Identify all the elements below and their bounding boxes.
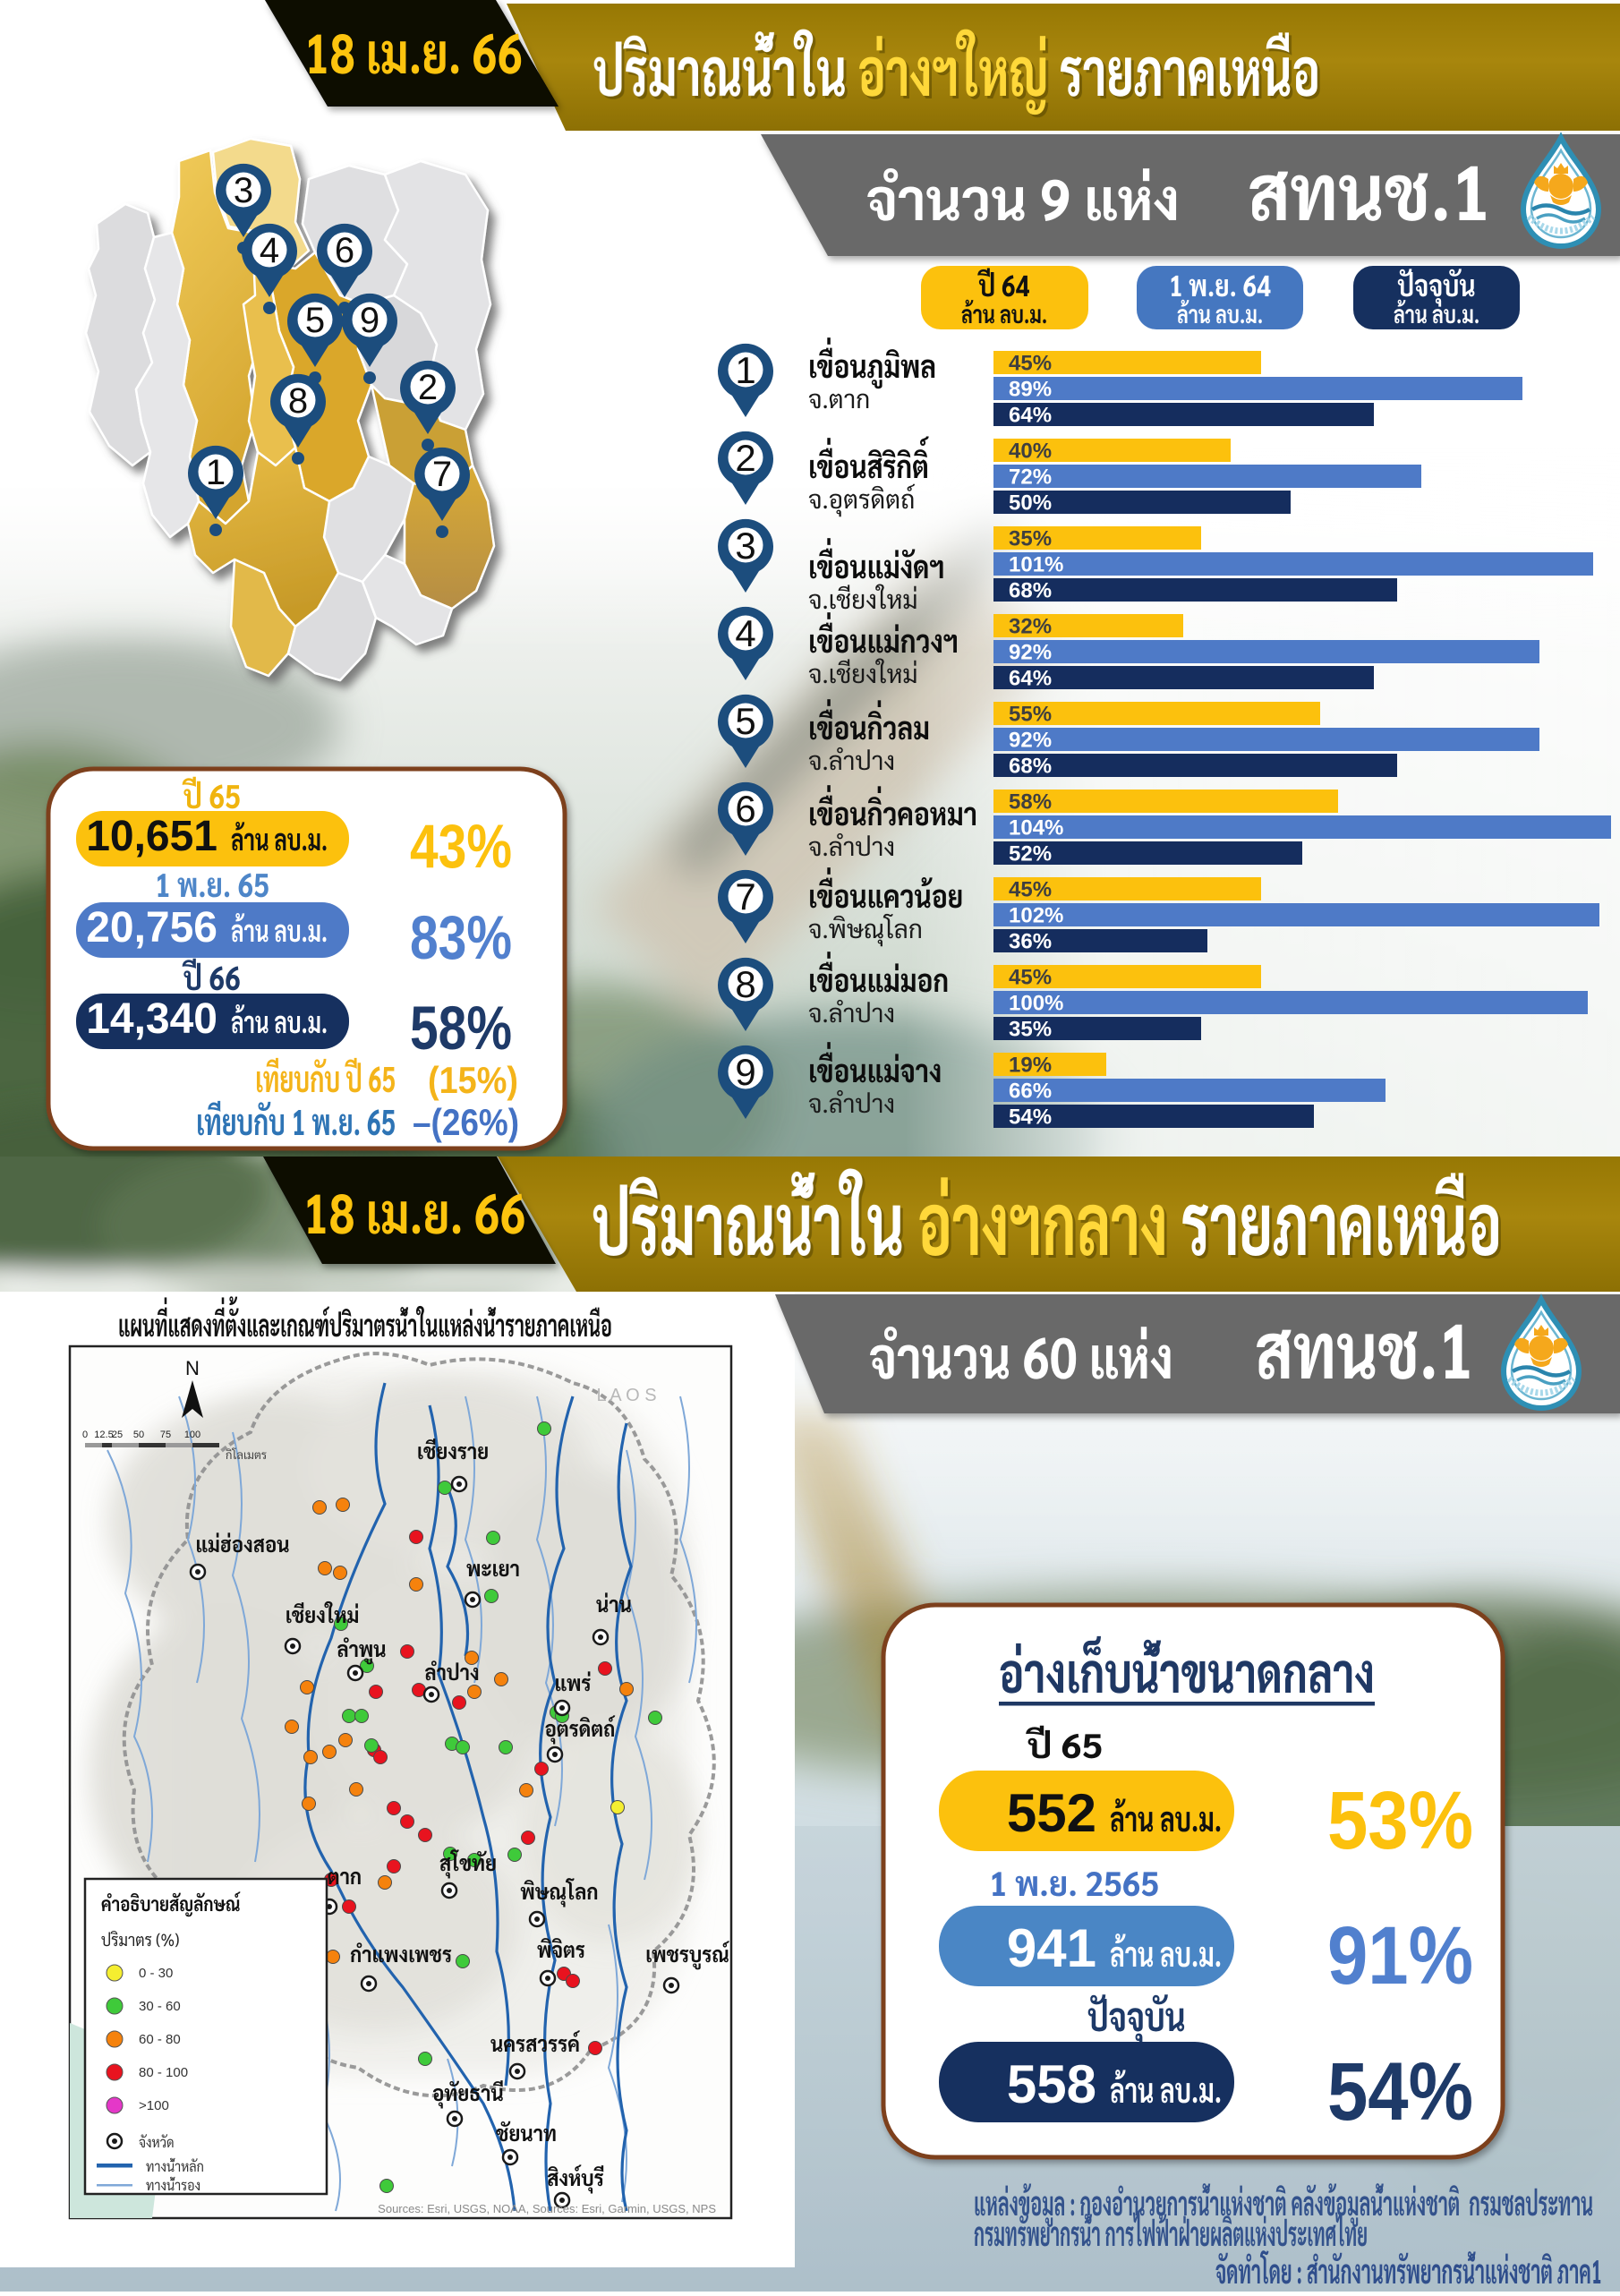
- svg-text:45%: 45%: [1009, 352, 1052, 376]
- svg-text:54%: 54%: [1009, 1105, 1052, 1130]
- svg-text:80 - 100: 80 - 100: [139, 2065, 188, 2080]
- svg-text:45%: 45%: [1009, 966, 1052, 990]
- svg-text:4: 4: [260, 231, 279, 270]
- svg-text:6: 6: [335, 231, 354, 270]
- svg-text:5: 5: [735, 700, 755, 742]
- svg-text:10,651: 10,651: [86, 813, 217, 860]
- svg-text:558: 558: [1007, 2054, 1096, 2114]
- svg-text:100%: 100%: [1009, 992, 1063, 1016]
- svg-text:5: 5: [305, 301, 325, 340]
- svg-text:2: 2: [418, 368, 438, 407]
- svg-text:35%: 35%: [1009, 1018, 1052, 1042]
- svg-text:66%: 66%: [1009, 1080, 1052, 1104]
- svg-text:64%: 64%: [1009, 404, 1052, 428]
- svg-text:101%: 101%: [1009, 553, 1063, 577]
- svg-text:L A O S: L A O S: [596, 1386, 656, 1405]
- svg-text:(15%): (15%): [428, 1059, 518, 1101]
- svg-text:68%: 68%: [1009, 579, 1052, 603]
- svg-text:35%: 35%: [1009, 527, 1052, 551]
- svg-text:89%: 89%: [1009, 378, 1052, 402]
- svg-text:64%: 64%: [1009, 667, 1052, 691]
- svg-text:100: 100: [184, 1430, 200, 1440]
- svg-text:9: 9: [360, 301, 379, 340]
- svg-text:9: 9: [735, 1051, 755, 1093]
- svg-text:36%: 36%: [1009, 930, 1052, 954]
- svg-text:54%: 54%: [1327, 2046, 1473, 2138]
- svg-text:72%: 72%: [1009, 465, 1052, 490]
- svg-text:32%: 32%: [1009, 615, 1052, 639]
- svg-text:25: 25: [112, 1430, 123, 1440]
- svg-text:8: 8: [288, 381, 308, 421]
- svg-text:8: 8: [735, 963, 755, 1005]
- svg-text:3: 3: [234, 171, 253, 210]
- svg-text:40%: 40%: [1009, 440, 1052, 464]
- svg-text:4: 4: [735, 612, 755, 654]
- svg-text:12.5: 12.5: [94, 1430, 113, 1440]
- svg-text:0 - 30: 0 - 30: [139, 1966, 173, 1981]
- svg-text:3: 3: [735, 525, 755, 567]
- svg-text:1: 1: [735, 349, 755, 391]
- svg-text:>100: >100: [139, 2098, 169, 2113]
- svg-text:20,756: 20,756: [86, 904, 217, 952]
- svg-text:Sources: Esri, USGS, NOAA, Sou: Sources: Esri, USGS, NOAA, Sources: Esri…: [378, 2202, 716, 2215]
- svg-text:N: N: [185, 1357, 200, 1379]
- svg-text:7: 7: [432, 455, 452, 494]
- svg-text:50: 50: [133, 1430, 144, 1440]
- svg-text:104%: 104%: [1009, 816, 1063, 841]
- svg-text:0: 0: [82, 1430, 88, 1440]
- svg-text:58%: 58%: [1009, 790, 1052, 815]
- svg-text:2: 2: [735, 437, 755, 479]
- svg-text:43%: 43%: [410, 812, 512, 881]
- svg-text:91%: 91%: [1327, 1910, 1473, 2002]
- svg-text:60 - 80: 60 - 80: [139, 2032, 181, 2047]
- svg-text:1: 1: [206, 453, 226, 492]
- svg-text:7: 7: [735, 875, 755, 918]
- svg-text:53%: 53%: [1327, 1775, 1473, 1866]
- svg-text:55%: 55%: [1009, 703, 1052, 727]
- svg-text:14,340: 14,340: [86, 995, 217, 1043]
- svg-text:102%: 102%: [1009, 904, 1063, 928]
- svg-text:68%: 68%: [1009, 755, 1052, 779]
- svg-text:45%: 45%: [1009, 878, 1052, 902]
- svg-text:92%: 92%: [1009, 641, 1052, 665]
- svg-text:75: 75: [160, 1430, 171, 1440]
- svg-text:52%: 52%: [1009, 842, 1052, 866]
- svg-text:–(26%): –(26%): [413, 1101, 519, 1143]
- svg-text:19%: 19%: [1009, 1054, 1052, 1078]
- svg-text:6: 6: [735, 788, 755, 830]
- svg-text:58%: 58%: [410, 994, 512, 1063]
- svg-text:50%: 50%: [1009, 491, 1052, 516]
- svg-text:83%: 83%: [410, 903, 512, 972]
- svg-text:30 - 60: 30 - 60: [139, 1999, 181, 2014]
- svg-text:552: 552: [1007, 1783, 1096, 1843]
- svg-text:941: 941: [1007, 1918, 1096, 1978]
- svg-text:92%: 92%: [1009, 729, 1052, 753]
